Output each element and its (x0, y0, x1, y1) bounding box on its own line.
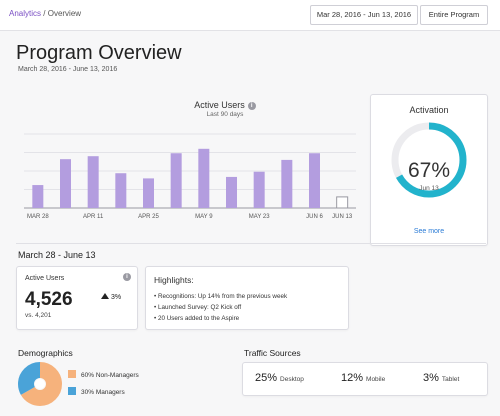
demographics-title: Demographics (18, 348, 73, 358)
traffic-tablet: 3% Tablet (423, 372, 459, 384)
chart-title-text: Active Users (194, 100, 245, 110)
activation-card: Activation 67% Jun 13 See more (370, 94, 488, 246)
chart-bar[interactable] (143, 178, 154, 208)
chart-subtitle: Last 90 days (206, 111, 244, 118)
info-icon[interactable]: i (247, 102, 256, 110)
chart-bar[interactable] (253, 171, 265, 208)
traffic-label: Tablet (441, 376, 460, 383)
traffic-sources-title: Traffic Sources (244, 348, 301, 358)
chart-bar[interactable] (115, 173, 127, 208)
highlights-title: Highlights: (154, 275, 194, 285)
active-users-card: Active Users i 4,526 3% vs. 4,201 (16, 266, 138, 330)
x-tick-label: JUN 6 (306, 214, 323, 220)
active-users-label: Active Users (25, 275, 65, 282)
active-users-chart: MAR 28 APR 11 APR 25 MAY 9 MAY 23 JUN 6 JUN 13 (24, 133, 356, 220)
section-divider (16, 243, 486, 244)
legend-label: 30% Managers (81, 389, 125, 396)
chart-bar[interactable] (309, 153, 320, 208)
traffic-label: Desktop (280, 376, 304, 383)
top-bar: Analytics / Overview Mar 28, 2016 - Jun … (0, 0, 500, 31)
entire-program-button[interactable]: Entire Program (420, 5, 488, 25)
traffic-value: 25% (255, 372, 278, 384)
chart-bar[interactable] (281, 159, 293, 208)
demographics-pie (18, 362, 62, 406)
activation-title: Activation (409, 105, 449, 115)
chart-bar[interactable] (336, 196, 349, 209)
active-users-comparison: vs. 4,201 (25, 312, 52, 319)
traffic-value: 3% (423, 372, 439, 384)
x-tick-label: MAR 28 (27, 214, 49, 220)
breadcrumb-analytics-link[interactable]: Analytics (9, 9, 42, 18)
traffic-sources-card: 25% Desktop 12% Mobile 3% Tablet (242, 362, 488, 396)
activation-donut (391, 122, 467, 198)
chart-title: Active Users i (130, 100, 320, 110)
page-title: Program Overview (16, 42, 182, 64)
legend-item-non-managers: 60% Non-Managers (68, 370, 139, 379)
legend-swatch (68, 370, 76, 378)
highlights-list: • Recognitions: Up 14% from the previous… (154, 291, 287, 324)
arrow-up-icon (101, 293, 109, 299)
legend-label: 60% Non-Managers (81, 372, 139, 379)
active-users-value: 4,526 (25, 289, 73, 310)
summary-date-heading: March 28 - June 13 (18, 250, 96, 260)
activation-percent: 67% (407, 159, 451, 182)
traffic-label: Mobile (366, 376, 386, 383)
chart-bar[interactable] (60, 159, 71, 208)
traffic-desktop: 25% Desktop (255, 372, 304, 384)
x-tick-label: JUN 13 (332, 214, 353, 220)
pie-slice (18, 362, 62, 406)
chart-bar[interactable] (198, 148, 210, 208)
list-item: • Recognitions: Up 14% from the previous… (154, 293, 288, 300)
chart-bar[interactable] (87, 156, 99, 208)
info-icon[interactable]: i (123, 273, 131, 281)
legend-swatch (68, 387, 76, 395)
list-item: • Launched Survey: Q2 Kick off (154, 304, 242, 311)
traffic-value: 12% (341, 372, 364, 384)
x-tick-label: APR 25 (138, 214, 159, 220)
see-more-link[interactable]: See more (413, 228, 445, 235)
pie-hole (35, 379, 45, 389)
x-tick-label: MAY 9 (195, 214, 213, 220)
x-tick-label: APR 11 (83, 214, 104, 220)
date-range-button[interactable]: Mar 28, 2016 - Jun 13, 2016 (310, 5, 418, 25)
activation-date: Jun 13 (419, 185, 439, 192)
chart-bar[interactable] (226, 176, 237, 208)
highlights-card: Highlights: • Recognitions: Up 14% from … (145, 266, 349, 330)
chart-bar[interactable] (170, 153, 182, 208)
active-users-change: 3% (101, 293, 121, 301)
legend-item-managers: 30% Managers (68, 387, 125, 396)
x-tick-label: MAY 23 (249, 214, 270, 220)
list-item: • 20 Users added to the Aspire (154, 315, 240, 322)
breadcrumb: Analytics / Overview (9, 9, 81, 18)
page-date-range: March 28, 2016 - June 13, 2016 (18, 66, 118, 73)
change-value: 3% (111, 294, 122, 301)
donut-progress (391, 122, 467, 198)
breadcrumb-current: Overview (47, 9, 82, 18)
chart-bar[interactable] (32, 185, 44, 208)
breadcrumb-separator: / (43, 9, 46, 18)
traffic-mobile: 12% Mobile (341, 372, 385, 384)
